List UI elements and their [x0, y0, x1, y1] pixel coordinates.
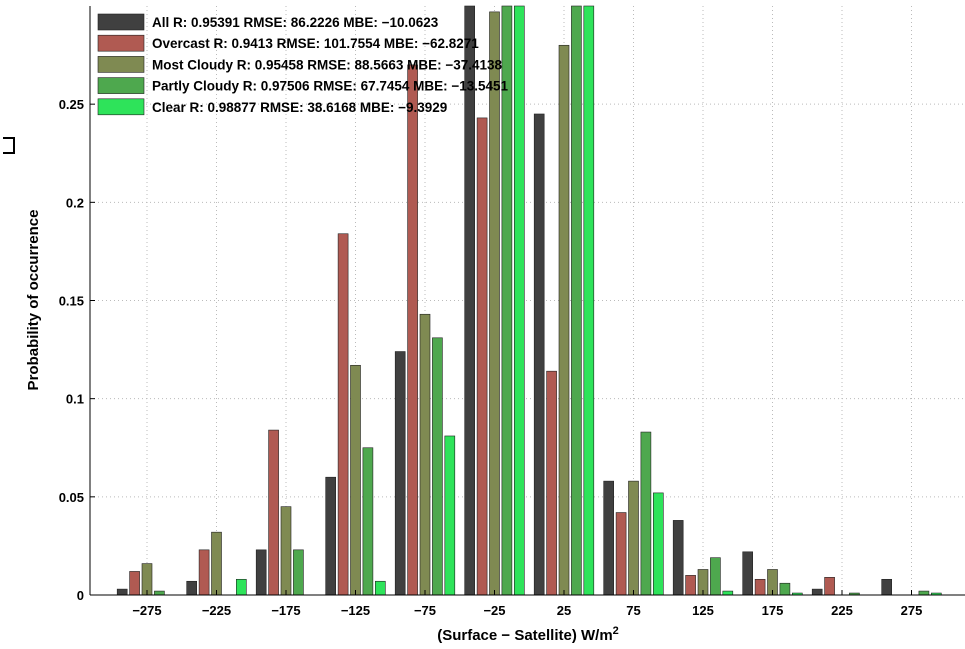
x-axis-label-superscript: 2 — [613, 625, 619, 637]
bar-most-cloudy — [211, 531, 222, 596]
bar-clear — [236, 578, 247, 596]
bar-all — [881, 578, 893, 596]
bar-partly-cloudy — [154, 590, 165, 596]
x-tick-label: −25 — [483, 603, 505, 618]
y-tick-label: 0.1 — [66, 392, 84, 407]
bar-all — [325, 476, 337, 596]
bar-overcast — [407, 64, 418, 596]
x-tick-label: −225 — [202, 603, 231, 618]
bar-partly-cloudy — [710, 557, 721, 596]
bar-overcast — [129, 571, 140, 596]
bar-most-cloudy — [489, 11, 500, 596]
x-tick-label: 25 — [557, 603, 571, 618]
bar-all — [603, 480, 615, 596]
legend-entry: Clear R: 0.98877 RMSE: 38.6168 MBE: −9.3… — [152, 100, 447, 115]
bar-clear — [513, 5, 525, 596]
bar-partly-cloudy — [640, 431, 652, 596]
bar-all — [464, 5, 476, 596]
x-tick-label: −125 — [341, 603, 370, 618]
bars — [116, 5, 942, 596]
x-tick-label: −75 — [414, 603, 436, 618]
y-tick-label: 0.2 — [66, 195, 84, 210]
x-axis-label-group: (Surface − Satellite) W/m2 — [437, 625, 619, 644]
legend: All R: 0.95391 RMSE: 86.2226 MBE: −10.06… — [97, 13, 509, 116]
bar-most-cloudy — [419, 313, 431, 596]
bar-most-cloudy — [558, 44, 570, 596]
bar-overcast — [824, 577, 835, 596]
y-tick-label: 0 — [77, 588, 84, 603]
bar-all — [255, 549, 267, 596]
bar-all — [186, 580, 197, 596]
bar-partly-cloudy — [501, 5, 513, 596]
bar-all — [533, 113, 545, 596]
bar-clear — [722, 590, 734, 596]
x-tick-label: −275 — [132, 603, 161, 618]
bar-all — [672, 520, 684, 596]
legend-swatch — [97, 56, 145, 73]
legend-swatch — [97, 34, 145, 52]
legend-swatch — [97, 13, 145, 31]
legend-entry: Most Cloudy R: 0.95458 RMSE: 88.5663 MBE… — [152, 57, 503, 72]
x-tick-label: 175 — [762, 603, 784, 618]
edge-bracket-mark — [3, 137, 15, 154]
y-tick-label: 0.25 — [59, 97, 84, 112]
bar-clear — [374, 580, 386, 596]
bar-partly-cloudy — [779, 582, 791, 596]
x-tick-label: 225 — [831, 603, 853, 618]
bar-overcast — [476, 117, 488, 596]
plot-area — [90, 6, 965, 595]
bar-partly-cloudy — [432, 337, 443, 596]
bar-overcast — [337, 233, 349, 596]
x-tick-label: 75 — [626, 603, 640, 618]
y-axis-label: Probability of occurrence — [25, 210, 42, 391]
bar-clear — [583, 5, 595, 596]
legend-swatch — [97, 98, 145, 116]
bar-overcast — [685, 575, 696, 596]
bar-most-cloudy — [628, 480, 639, 596]
x-tick-label: 125 — [692, 603, 714, 618]
x-ticks: −275 −225 −175 −125 −75 −25 25 75 125 175 225 275 — [132, 590, 922, 618]
bar-overcast — [546, 370, 557, 596]
bar-overcast — [268, 429, 279, 596]
legend-entry: Overcast R: 0.9413 RMSE: 101.7554 MBE: −… — [152, 36, 479, 51]
y-tick-label: 0.05 — [59, 490, 84, 505]
bar-most-cloudy — [350, 364, 361, 596]
bar-overcast — [754, 578, 766, 596]
y-ticks: 0 0.05 0.1 0.15 0.2 0.25 — [59, 97, 95, 603]
legend-entry: All R: 0.95391 RMSE: 86.2226 MBE: −10.06… — [152, 15, 439, 30]
bar-all — [811, 588, 823, 596]
bar-partly-cloudy — [918, 590, 930, 596]
bar-all — [116, 588, 128, 596]
bar-overcast — [198, 549, 210, 596]
legend-entry: Partly Cloudy R: 0.97506 RMSE: 67.7454 M… — [152, 79, 509, 94]
bar-partly-cloudy — [571, 5, 582, 596]
x-axis-label: (Surface − Satellite) W/m — [437, 627, 612, 644]
x-tick-label: −175 — [271, 603, 300, 618]
bar-partly-cloudy — [293, 549, 304, 596]
bar-clear — [652, 492, 664, 596]
bar-all — [742, 551, 754, 596]
bar-most-cloudy — [280, 506, 292, 596]
legend-swatch — [97, 77, 145, 94]
x-tick-label: 275 — [901, 603, 923, 618]
bar-overcast — [615, 512, 627, 596]
bar-partly-cloudy — [362, 447, 374, 596]
bar-all — [394, 351, 406, 596]
y-tick-label: 0.15 — [59, 294, 84, 309]
bar-clear — [444, 435, 456, 596]
